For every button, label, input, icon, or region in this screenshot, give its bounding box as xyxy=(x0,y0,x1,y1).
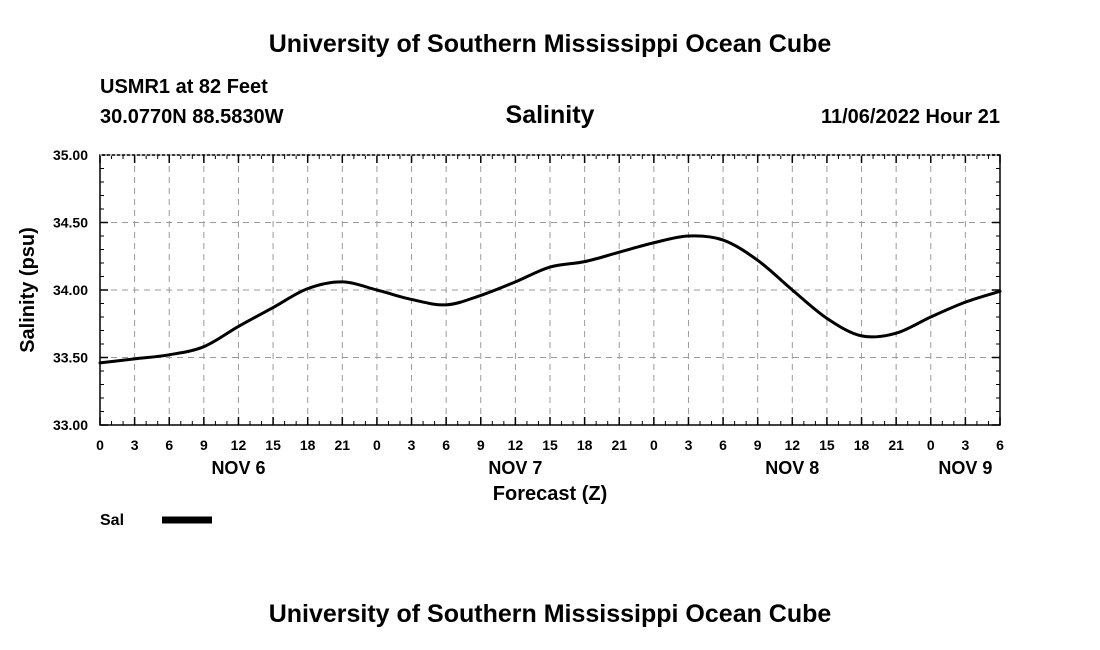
x-tick-label: 3 xyxy=(408,437,416,453)
x-tick-label: 9 xyxy=(754,437,762,453)
footer-title: University of Southern Mississippi Ocean… xyxy=(268,600,832,628)
date-label: NOV 7 xyxy=(488,458,542,478)
y-tick-label: 34.00 xyxy=(53,282,88,298)
x-tick-label: 12 xyxy=(508,437,524,453)
y-axis-label: Salinity (psu) xyxy=(17,227,39,353)
x-tick-label: 0 xyxy=(96,437,104,453)
date-labels: NOV 6 NOV 7 NOV 8 NOV 9 xyxy=(211,458,992,478)
station-label: USMR1 at 82 Feet xyxy=(100,76,268,98)
x-tick-label: 18 xyxy=(300,437,316,453)
x-tick-label: 6 xyxy=(996,437,1004,453)
y-tick-label: 35.00 xyxy=(53,147,88,163)
datetime-label: 11/06/2022 Hour 21 xyxy=(820,106,1000,128)
x-tick-label: 12 xyxy=(785,437,801,453)
x-tick-label: 15 xyxy=(542,437,558,453)
x-tick-label: 12 xyxy=(231,437,247,453)
x-tick-label: 9 xyxy=(477,437,485,453)
x-tick-label: 21 xyxy=(888,437,904,453)
x-tick-label: 21 xyxy=(611,437,627,453)
x-tick-label: 9 xyxy=(200,437,208,453)
x-tick-label: 0 xyxy=(373,437,381,453)
main-title: University of Southern Mississippi Ocean… xyxy=(268,30,832,58)
date-label: NOV 8 xyxy=(765,458,819,478)
chart-title: Salinity xyxy=(505,101,595,129)
y-tick-label: 33.50 xyxy=(53,350,88,366)
y-tick-label: 33.00 xyxy=(53,417,88,433)
x-tick-label: 15 xyxy=(265,437,281,453)
x-tick-label: 6 xyxy=(165,437,173,453)
y-tick-label: 34.50 xyxy=(53,215,88,231)
legend-label: Sal xyxy=(100,512,124,529)
x-tick-label: 6 xyxy=(442,437,450,453)
x-tick-label: 21 xyxy=(335,437,351,453)
x-tick-labels: 0 3 6 9 12 15 18 21 0 3 6 9 12 15 18 21 0 3 6 9 12 15 18 21 0 3 6 xyxy=(96,437,1004,453)
x-tick-label: 3 xyxy=(131,437,139,453)
x-tick-label: 3 xyxy=(685,437,693,453)
date-label: NOV 6 xyxy=(211,458,265,478)
x-tick-label: 15 xyxy=(819,437,835,453)
x-tick-label: 0 xyxy=(927,437,935,453)
x-axis-label: Forecast (Z) xyxy=(493,483,607,505)
x-tick-label: 18 xyxy=(854,437,870,453)
grid xyxy=(100,155,1000,425)
coordinates-label: 30.0770N 88.5830W xyxy=(100,106,284,128)
x-tick-label: 18 xyxy=(577,437,593,453)
series-line-sal xyxy=(98,234,1002,365)
ticks xyxy=(99,154,1001,426)
x-tick-label: 6 xyxy=(719,437,727,453)
x-tick-label: 0 xyxy=(650,437,658,453)
y-tick-labels: 33.00 33.50 34.00 34.50 35.00 xyxy=(53,147,88,433)
x-tick-label: 3 xyxy=(961,437,969,453)
date-label: NOV 9 xyxy=(938,458,992,478)
